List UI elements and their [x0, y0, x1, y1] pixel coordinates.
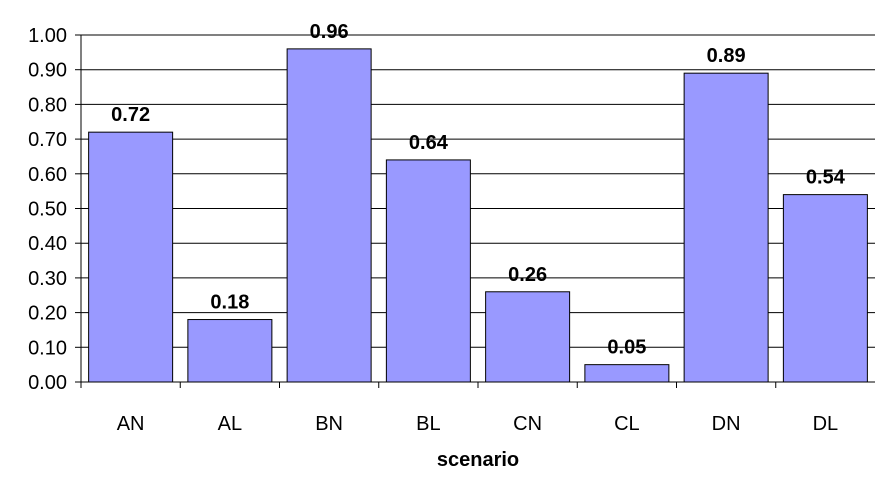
data-label: 0.64 [409, 132, 449, 154]
x-tick-label: BN [315, 413, 343, 435]
x-tick-label: CL [614, 413, 640, 435]
y-tick-label: 0.00 [28, 372, 67, 394]
bar-bl [385, 159, 471, 383]
x-tick-labels: AN AL BN BL CN CL DN DL [117, 413, 838, 435]
y-tick-label: 0.10 [28, 337, 67, 359]
bar-bn [286, 48, 372, 383]
data-label: 0.89 [707, 45, 746, 67]
x-tick-label: AL [218, 413, 242, 435]
data-label: 0.72 [111, 104, 150, 126]
data-label: 0.54 [806, 167, 846, 189]
y-tick-label: 1.00 [28, 25, 67, 47]
y-tick-labels: 0.00 0.10 0.20 0.30 0.40 0.50 0.60 0.70 0.80 0.90… [28, 25, 67, 394]
data-label: 0.26 [508, 264, 547, 286]
x-tick-label: BL [416, 413, 440, 435]
axes [75, 34, 875, 388]
data-label: 0.18 [210, 292, 249, 314]
y-tick-label: 0.30 [28, 268, 67, 290]
data-label: 0.05 [607, 337, 646, 359]
x-tick-label: AN [117, 413, 145, 435]
y-tick-label: 0.50 [28, 199, 67, 221]
bar-an [88, 131, 174, 383]
x-tick-label: CN [513, 413, 542, 435]
x-axis-title: scenario [437, 449, 519, 471]
gridlines [81, 34, 875, 348]
bar-cn [485, 291, 571, 383]
data-label: 0.96 [310, 21, 349, 43]
y-tick-label: 0.20 [28, 303, 67, 325]
bar-cl [584, 364, 670, 383]
bar-dl [782, 194, 868, 383]
bar-dn [683, 72, 769, 383]
bar-al [187, 319, 273, 383]
y-tick-label: 0.90 [28, 60, 67, 82]
y-tick-label: 0.40 [28, 233, 67, 255]
y-tick-label: 0.80 [28, 94, 67, 116]
y-tick-label: 0.60 [28, 164, 67, 186]
data-labels: 0.72 0.18 0.96 0.64 0.26 0.05 0.89 0.54 [111, 21, 846, 359]
bars [88, 48, 868, 383]
x-tick-label: DL [813, 413, 839, 435]
y-tick-label: 0.70 [28, 129, 67, 151]
x-tick-label: DN [712, 413, 741, 435]
